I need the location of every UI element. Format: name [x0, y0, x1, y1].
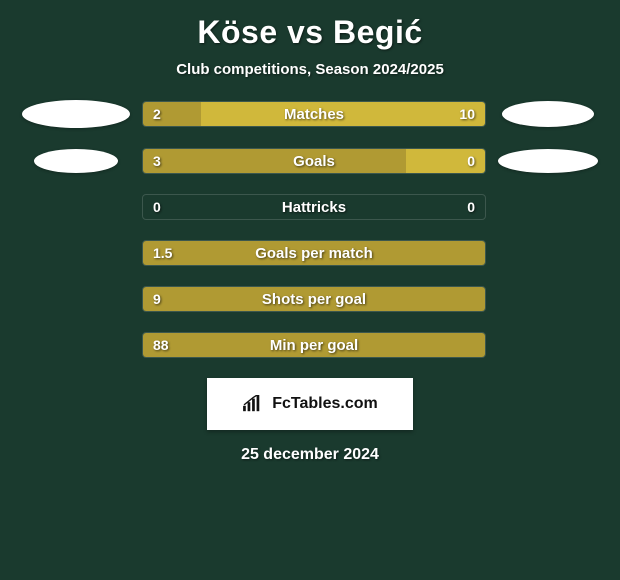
- player-left-oval-1: [22, 100, 130, 128]
- player-right-oval-1: [502, 101, 594, 127]
- spacer-right: [498, 253, 598, 254]
- stat-label: Hattricks: [143, 195, 485, 219]
- stat-bar-gpm: 1.5 Goals per match: [142, 240, 486, 266]
- spacer-left: [22, 345, 130, 346]
- source-badge: FcTables.com: [207, 378, 413, 430]
- stat-row: 3 Goals 0: [0, 148, 620, 174]
- stat-row: 9 Shots per goal: [0, 286, 620, 312]
- stat-row: 2 Matches 10: [0, 100, 620, 128]
- stat-label: Goals: [143, 149, 485, 173]
- player-left-oval-2: [34, 149, 118, 173]
- stats-area: 2 Matches 10 3 Goals 0 0 Hattricks 0: [0, 100, 620, 358]
- date-text: 25 december 2024: [0, 446, 620, 464]
- spacer-right: [498, 299, 598, 300]
- spacer-right: [498, 345, 598, 346]
- bar-chart-icon: [242, 395, 264, 413]
- stat-value-right: 0: [467, 195, 475, 219]
- stat-bar-mpg: 88 Min per goal: [142, 332, 486, 358]
- spacer-right: [498, 207, 598, 208]
- stat-bar-hattricks: 0 Hattricks 0: [142, 194, 486, 220]
- stat-bar-goals: 3 Goals 0: [142, 148, 486, 174]
- stat-label: Matches: [143, 102, 485, 126]
- stat-bar-matches: 2 Matches 10: [142, 101, 486, 127]
- spacer-left: [22, 299, 130, 300]
- stat-bar-spg: 9 Shots per goal: [142, 286, 486, 312]
- stat-row: 1.5 Goals per match: [0, 240, 620, 266]
- stat-row: 88 Min per goal: [0, 332, 620, 358]
- stat-label: Goals per match: [143, 241, 485, 265]
- source-badge-text: FcTables.com: [272, 395, 378, 413]
- spacer-left: [22, 207, 130, 208]
- spacer-left: [22, 253, 130, 254]
- stat-label: Min per goal: [143, 333, 485, 357]
- page-title: Köse vs Begić: [0, 0, 620, 51]
- player-right-oval-2: [498, 149, 598, 173]
- page-subtitle: Club competitions, Season 2024/2025: [0, 61, 620, 78]
- stat-label: Shots per goal: [143, 287, 485, 311]
- stat-value-right: 0: [467, 149, 475, 173]
- stat-value-right: 10: [459, 102, 475, 126]
- stat-row: 0 Hattricks 0: [0, 194, 620, 220]
